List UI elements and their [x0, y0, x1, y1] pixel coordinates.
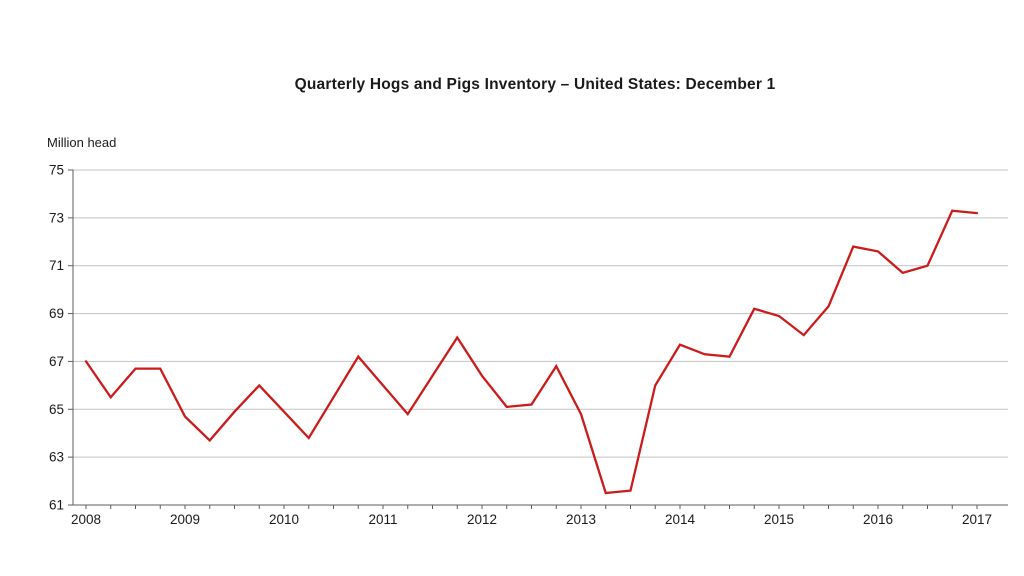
- x-tick-label: 2008: [71, 512, 101, 527]
- y-axis-unit-label: Million head: [47, 135, 117, 150]
- x-tick-label: 2017: [962, 512, 992, 527]
- chart-title: Quarterly Hogs and Pigs Inventory – Unit…: [294, 76, 776, 93]
- x-tick-label: 2016: [863, 512, 893, 527]
- x-tick-label: 2014: [665, 512, 696, 527]
- x-tick-label: 2009: [170, 512, 200, 527]
- y-tick-label: 67: [49, 354, 64, 369]
- y-tick-label: 63: [49, 450, 64, 465]
- x-tick-label: 2010: [269, 512, 299, 527]
- y-tick-label: 73: [49, 210, 64, 225]
- y-tick-label: 65: [49, 402, 64, 417]
- x-tick-label: 2012: [467, 512, 497, 527]
- inventory-data-line: [84, 209, 979, 495]
- x-tick-label: 2013: [566, 512, 596, 527]
- y-tick-label: 61: [49, 498, 64, 513]
- y-tick-label: 75: [49, 163, 64, 178]
- y-tick-label: 69: [49, 306, 64, 321]
- x-tick-label: 2015: [764, 512, 794, 527]
- y-tick-label: 71: [49, 258, 64, 273]
- x-tick-label: 2011: [368, 512, 397, 527]
